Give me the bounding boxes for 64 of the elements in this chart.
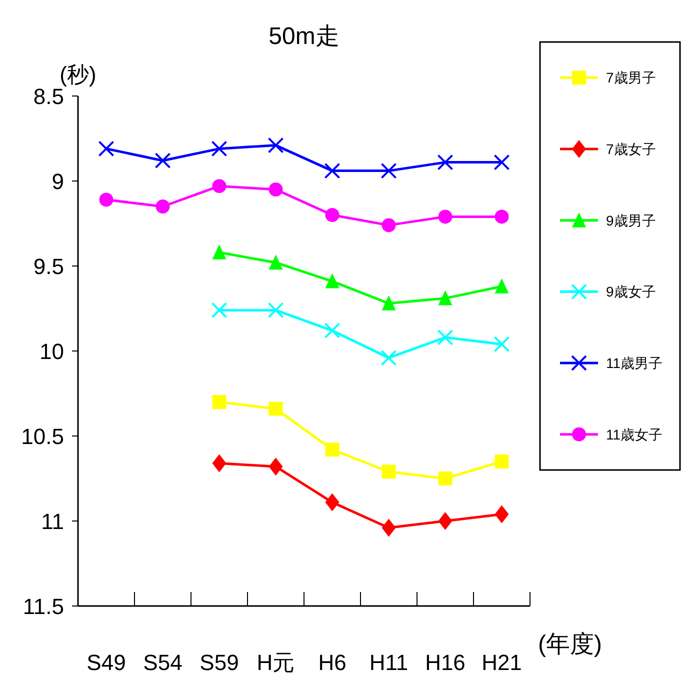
point bbox=[380, 162, 397, 179]
point bbox=[325, 442, 340, 457]
point bbox=[212, 179, 226, 194]
legend-label: 7歳女子 bbox=[606, 141, 656, 157]
point bbox=[324, 322, 340, 339]
y-axis-title: (秒) bbox=[60, 62, 96, 87]
point bbox=[437, 154, 454, 170]
legend-label: 9歳女子 bbox=[606, 284, 656, 300]
x-tick-label: H16 bbox=[425, 650, 466, 675]
point bbox=[324, 162, 340, 179]
point bbox=[268, 302, 284, 318]
x-axis-title: (年度) bbox=[538, 631, 602, 658]
legend-label: 7歳男子 bbox=[606, 70, 656, 86]
x-tick-label: H6 bbox=[318, 650, 346, 675]
point bbox=[325, 208, 340, 222]
point bbox=[494, 336, 510, 352]
point bbox=[268, 254, 283, 270]
point bbox=[437, 329, 454, 346]
point bbox=[382, 518, 396, 537]
y-tick-label: 10 bbox=[40, 339, 64, 364]
y-tick-label: 10.5 bbox=[21, 424, 64, 449]
point bbox=[438, 512, 452, 530]
x-tick-label: S59 bbox=[200, 650, 239, 675]
point bbox=[325, 493, 340, 512]
point bbox=[156, 200, 170, 214]
legend-label: 9歳男子 bbox=[606, 212, 656, 228]
point bbox=[268, 458, 283, 476]
point bbox=[211, 302, 228, 318]
point bbox=[212, 454, 226, 472]
point bbox=[268, 182, 283, 196]
point bbox=[438, 210, 452, 224]
point bbox=[99, 192, 114, 207]
y-tick-label: 11 bbox=[41, 509, 64, 534]
point bbox=[98, 140, 114, 157]
x-tick-label: H21 bbox=[482, 650, 522, 675]
x-tick-label: H11 bbox=[369, 650, 408, 675]
y-tick-label: 8.5 bbox=[33, 84, 64, 109]
y-tick-label: 9 bbox=[52, 169, 64, 194]
point bbox=[494, 278, 509, 294]
x-tick-label: S49 bbox=[86, 650, 126, 675]
point bbox=[382, 464, 396, 479]
point bbox=[268, 137, 284, 154]
chart-title: 50m走 bbox=[268, 23, 340, 50]
point bbox=[494, 454, 509, 468]
y-tick-label: 11.5 bbox=[22, 594, 64, 619]
point bbox=[382, 218, 396, 232]
point bbox=[380, 350, 397, 366]
point bbox=[154, 152, 171, 169]
legend-label: 11歳女子 bbox=[606, 426, 663, 442]
x-tick-label: H元 bbox=[256, 650, 295, 675]
point bbox=[438, 472, 452, 486]
legend-label: 11歳男子 bbox=[606, 355, 663, 371]
point bbox=[382, 295, 396, 310]
point bbox=[494, 154, 510, 170]
point bbox=[212, 395, 226, 409]
point bbox=[268, 402, 283, 416]
point bbox=[211, 140, 228, 157]
point bbox=[494, 505, 509, 524]
point bbox=[325, 273, 340, 288]
x-tick-label: S54 bbox=[143, 650, 182, 675]
point bbox=[438, 290, 452, 306]
y-tick-label: 9.5 bbox=[33, 254, 64, 279]
point bbox=[212, 244, 226, 260]
point bbox=[494, 210, 509, 224]
